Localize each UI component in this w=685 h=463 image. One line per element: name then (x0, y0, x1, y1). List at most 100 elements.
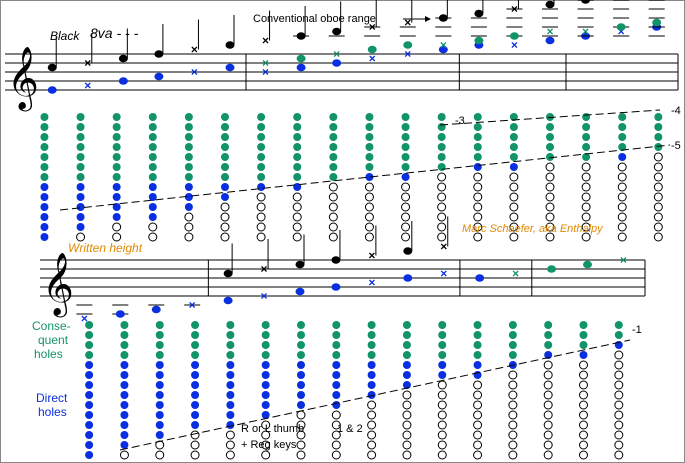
bottom-hole-green (120, 321, 129, 329)
top-hole-green (582, 143, 591, 151)
bottom-hole-blue (261, 411, 270, 419)
top-hole-green (293, 143, 302, 151)
bottom-hole-blue (367, 371, 376, 379)
top-hole-green (112, 123, 121, 131)
bottom-hole-open (367, 440, 377, 450)
bottom-hole-green (155, 331, 164, 339)
top-hole-open (617, 172, 627, 182)
top-hole-green (365, 163, 374, 171)
bottom-hole-green (614, 321, 623, 329)
top-hole-open (148, 222, 158, 232)
top-hole-open (545, 212, 555, 222)
top-hole-green (293, 113, 302, 121)
top-hole-blue (76, 203, 85, 211)
top-note-green (509, 32, 519, 40)
top-hole-open (473, 192, 483, 202)
top-hole-green (293, 163, 302, 171)
bottom-hole-blue (120, 431, 129, 439)
top-hole-blue (221, 183, 229, 191)
top-hole-open (292, 192, 302, 202)
bottom-hole-open (437, 390, 447, 400)
top-hole-green (437, 133, 446, 141)
bottom-note-x-green: × (620, 253, 627, 267)
bottom-hole-green (367, 351, 376, 359)
top-hole-green (509, 133, 518, 141)
bottom-hole-blue (332, 401, 341, 409)
bottom-hole-blue (191, 401, 200, 409)
top-note-black (332, 27, 342, 36)
bottom-hole-blue (85, 361, 94, 369)
top-note-blue (225, 63, 235, 72)
top-hole-green (365, 113, 374, 121)
bottom-hole-blue (332, 371, 341, 379)
bottom-hole-blue (191, 391, 200, 399)
bottom-hole-open (190, 430, 200, 440)
top-note-black (438, 14, 448, 22)
bottom-hole-green (226, 331, 235, 339)
bottom-hole-green (297, 341, 305, 349)
bottom-hole-blue (85, 421, 94, 429)
bottom-hole-blue (297, 371, 305, 379)
top-hole-open (292, 232, 302, 242)
bottom-hole-open (579, 440, 588, 450)
bottom-hole-blue (120, 361, 129, 369)
bottom-hole-blue (297, 401, 305, 409)
top-hole-blue (509, 163, 518, 171)
bottom-note-green (583, 260, 592, 269)
bottom-hole-blue (191, 371, 200, 379)
top-hole-green (329, 143, 338, 151)
top-hole-green (654, 113, 663, 121)
top-hole-green (401, 123, 410, 131)
bottom-hole-green (473, 341, 482, 349)
bottom-hole-blue (191, 381, 200, 389)
bottom-note-x-blue: × (440, 267, 447, 281)
bottom-hole-blue (473, 371, 482, 379)
top-hole-open (581, 162, 591, 172)
top-hole-green (184, 123, 193, 131)
top-hole-open (364, 192, 374, 202)
top-treble-clef-icon: 𝄞 (7, 46, 39, 112)
bottom-hole-blue (297, 391, 305, 399)
top-hole-green (293, 173, 302, 181)
bottom-note-blue (331, 283, 341, 291)
top-hole-blue (401, 173, 410, 181)
bottom-hole-open (579, 400, 588, 410)
top-hole-blue (40, 213, 49, 221)
top-hole-green (365, 123, 374, 131)
top-hole-green (76, 123, 85, 131)
top-hole-open (112, 222, 122, 232)
top-hole-green (40, 113, 49, 121)
bottom-hole-green (579, 341, 588, 349)
bottom-hole-open (473, 390, 483, 400)
bottom-hole-blue (297, 381, 305, 389)
bottom-hole-blue (85, 401, 94, 409)
top-hole-blue (112, 183, 121, 191)
top-hole-green (293, 153, 302, 161)
bottom-note-x-blue: × (368, 276, 375, 290)
bottom-hole-green (614, 331, 623, 339)
top-hole-open (653, 182, 663, 192)
top-note-x-black: × (369, 20, 376, 34)
bottom-hole-open (225, 430, 235, 440)
bottom-hole-open (473, 430, 483, 440)
bottom-hole-green (261, 321, 270, 329)
bottom-hole-blue (120, 411, 129, 419)
bottom-hole-open (614, 380, 624, 390)
top-hole-green (582, 123, 591, 131)
top-note-x-green: × (262, 56, 269, 70)
bottom-hole-open (579, 450, 588, 460)
top-hole-open (617, 222, 627, 232)
bottom-staff: 𝄞 × × × × × × × × × × (40, 216, 646, 326)
top-hole-open (292, 222, 302, 232)
bottom-hole-blue (226, 421, 235, 429)
top-hole-green (40, 163, 49, 171)
bottom-hole-blue (402, 381, 411, 389)
bottom-hole-open (367, 450, 377, 460)
top-hole-green (184, 163, 193, 171)
top-hole-open (617, 162, 627, 172)
top-hole-blue (76, 223, 85, 231)
top-hole-open (256, 232, 266, 242)
bottom-hole-open (579, 380, 588, 390)
top-hole-open (328, 222, 338, 232)
bottom-hole-blue (332, 391, 341, 399)
